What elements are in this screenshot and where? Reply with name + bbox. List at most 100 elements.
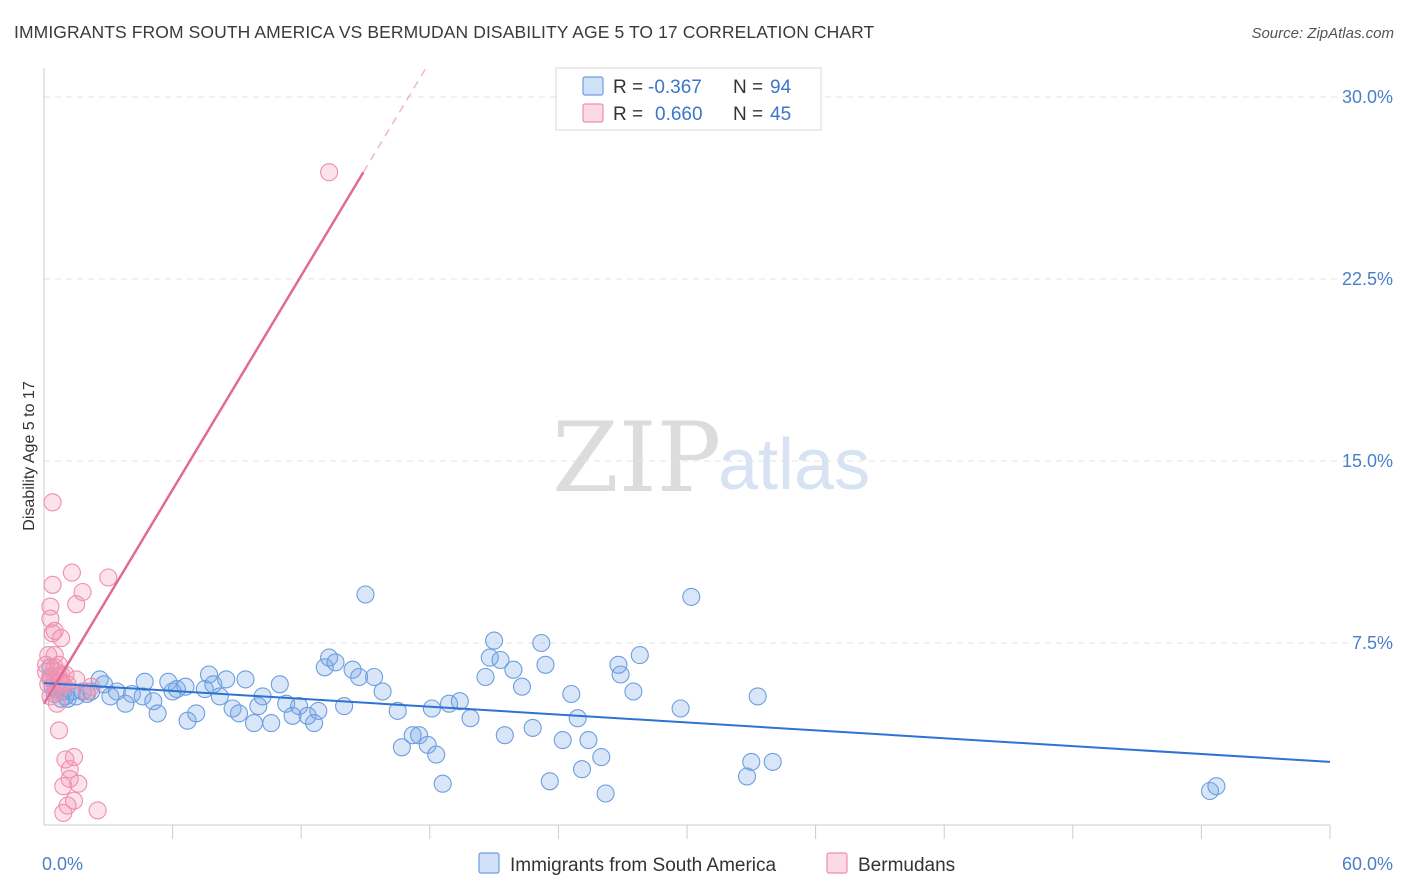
pink-point-33 — [62, 563, 81, 582]
blue-point-56 — [356, 585, 375, 604]
source-label: Source: ZipAtlas.com — [1251, 25, 1394, 42]
blue-point-78 — [532, 633, 551, 653]
blue-point-82 — [562, 684, 581, 704]
pink-point-32 — [60, 769, 79, 788]
blue-point-52 — [326, 653, 345, 672]
pink-point-9 — [43, 493, 62, 512]
blue-trend-line — [43, 682, 1331, 763]
blue-point-39 — [244, 714, 264, 733]
pink-trend-extension — [362, 65, 429, 173]
legend-pink-r-value: 0.660 — [655, 104, 703, 125]
blue-point-68 — [450, 692, 469, 711]
blue-point-47 — [298, 706, 317, 725]
blue-point-77 — [523, 718, 542, 737]
x-tick-labels: 0.0% 60.0% — [42, 854, 1393, 874]
y-tick-label-3: 30.0% — [1342, 87, 1393, 107]
legend-blue-n-value: 94 — [770, 77, 792, 98]
legend-pink-n-label: N = — [733, 104, 763, 125]
blue-point-92 — [671, 699, 690, 718]
blue-point-84 — [572, 760, 592, 779]
y-tick-label-0: 7.5% — [1352, 633, 1393, 653]
blue-point-91 — [630, 646, 649, 665]
blue-point-71 — [480, 648, 499, 667]
legend-pink-swatch — [582, 103, 604, 123]
pink-point-11 — [45, 621, 64, 640]
legend-pink-r-label: R = — [613, 104, 643, 125]
pink-point-22 — [52, 629, 71, 648]
pink-point-7 — [41, 597, 60, 616]
blue-point-86 — [592, 748, 611, 767]
x-tick-label-1: 60.0% — [1342, 854, 1393, 874]
blue-point-54 — [343, 660, 362, 679]
series-immigrants-south-america — [41, 585, 1226, 803]
blue-point-75 — [504, 660, 523, 679]
pink-point-42 — [88, 801, 107, 820]
blue-point-95 — [742, 752, 761, 771]
blue-point-32 — [199, 665, 219, 684]
blue-point-72 — [485, 631, 504, 650]
blue-point-30 — [187, 704, 206, 723]
blue-point-21 — [133, 687, 152, 706]
blue-point-19 — [116, 694, 135, 713]
bottom-legend-pink-label: Bermudans — [858, 855, 955, 876]
series-legend: Immigrants from South America Bermudans — [478, 852, 955, 876]
axes — [43, 68, 1331, 839]
blue-point-81 — [553, 731, 572, 750]
y-tick-label-2: 22.5% — [1342, 269, 1393, 289]
y-tick-label-1: 15.0% — [1342, 451, 1393, 471]
blue-point-34 — [210, 687, 229, 706]
legend-box — [555, 67, 822, 131]
blue-point-64 — [422, 699, 441, 718]
blue-point-87 — [596, 784, 615, 803]
series-bermudans — [37, 163, 339, 822]
blue-point-97 — [763, 752, 782, 771]
blue-point-65 — [427, 745, 446, 764]
blue-point-58 — [373, 682, 392, 701]
pink-point-34 — [64, 791, 84, 810]
legend-pink-n-value: 45 — [770, 104, 791, 125]
watermark: ZIP atlas — [552, 402, 870, 514]
blue-point-40 — [249, 697, 268, 716]
blue-point-79 — [536, 655, 555, 674]
chart-title: IMMIGRANTS FROM SOUTH AMERICA VS BERMUDA… — [14, 22, 875, 42]
blue-point-76 — [512, 677, 532, 696]
pink-point-44 — [320, 163, 339, 182]
bottom-legend-blue-label: Immigrants from South America — [510, 855, 777, 876]
pink-point-31 — [60, 760, 79, 779]
trend-lines — [42, 65, 1331, 763]
correlation-legend: R = -0.367 N = 94 R = 0.660 N = 45 — [555, 67, 822, 131]
blue-point-22 — [135, 672, 154, 691]
pink-point-37 — [67, 670, 86, 689]
blue-point-89 — [611, 665, 630, 684]
blue-point-90 — [624, 682, 643, 701]
x-tick-label-0: 0.0% — [42, 854, 83, 874]
blue-point-94 — [737, 767, 757, 786]
blue-point-85 — [579, 731, 598, 750]
blue-point-69 — [461, 709, 480, 728]
blue-point-59 — [388, 701, 407, 720]
blue-point-80 — [540, 772, 559, 791]
blue-point-74 — [495, 726, 514, 745]
blue-point-57 — [365, 667, 384, 687]
pink-point-25 — [54, 777, 73, 796]
pink-point-39 — [73, 582, 92, 602]
pink-point-35 — [64, 748, 84, 767]
legend-blue-r-label: R = — [613, 77, 643, 98]
bottom-legend-pink-swatch — [826, 852, 848, 874]
legend-blue-r-value: -0.367 — [648, 77, 702, 98]
legend-blue-n-label: N = — [733, 77, 763, 98]
bottom-legend-blue-swatch — [478, 852, 500, 874]
blue-point-35 — [217, 670, 236, 689]
blue-point-45 — [283, 706, 302, 725]
pink-point-17 — [47, 694, 66, 713]
pink-point-18 — [49, 721, 69, 740]
blue-point-83 — [568, 709, 587, 728]
blue-point-49 — [309, 701, 328, 720]
blue-point-96 — [748, 687, 767, 706]
blue-point-20 — [122, 684, 141, 704]
blue-point-93 — [682, 587, 701, 606]
blue-point-50 — [315, 658, 334, 677]
watermark-zip: ZIP — [552, 402, 721, 514]
pink-point-43 — [99, 568, 118, 587]
